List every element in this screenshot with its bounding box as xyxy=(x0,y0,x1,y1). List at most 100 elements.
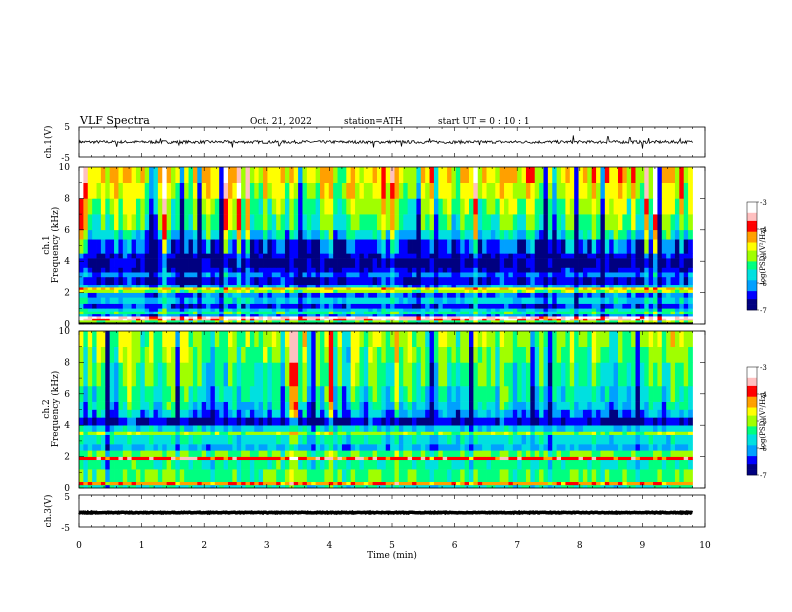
ch1-spectrogram-cell-6-124 xyxy=(622,308,628,312)
ch1-spectrogram-cell-12-2 xyxy=(87,284,93,288)
ch1-spectrogram-cell-1-121 xyxy=(609,320,614,323)
ch2-spectrogram-cell-9-20 xyxy=(166,425,172,432)
ch2-spectrogram-cell-4-106 xyxy=(543,456,549,461)
ch2-spectrogram-cell-3-97 xyxy=(504,459,509,470)
ch1-spectrogram-cell-22-137 xyxy=(679,182,685,199)
ch1-spectrogram-colorbar-swatch-24 xyxy=(747,266,757,270)
ch2-spectrogram-cell-4-110 xyxy=(561,456,566,461)
ch1-spectrogram-cell-5-67 xyxy=(372,311,378,315)
ch2-spectrogram-cell-8-104 xyxy=(534,431,540,435)
ch1-spectrogram-cell-12-101 xyxy=(521,284,527,288)
ch1-spectrogram-cell-20-26 xyxy=(192,214,198,231)
ch1-spectrogram-cell-10-20 xyxy=(166,289,172,293)
ch2-spectrogram-cell-2-106 xyxy=(543,469,549,483)
ch1-spectrogram-cell-22-89 xyxy=(469,182,474,199)
ch1-spectrogram-cell-22-108 xyxy=(552,182,558,199)
ch1-spectrogram-cell-23-117 xyxy=(591,167,597,183)
ch1-spectrogram-cell-5-87 xyxy=(460,311,466,315)
ch2-spectrogram-cell-7-112 xyxy=(569,434,575,445)
ch1-spectrogram-cell-4-66 xyxy=(368,313,373,317)
ch1-spectrogram-cell-5-10 xyxy=(122,311,128,315)
ch1-spectrogram-cell-15-93 xyxy=(486,267,492,273)
ch2-spectrogram-cell-1-73 xyxy=(398,481,404,486)
ch2-spectrogram-cell-4-47 xyxy=(284,456,290,461)
ch1-spectrogram-cell-6-56 xyxy=(324,308,330,312)
ch1-spectrogram-cell-16-103 xyxy=(530,258,536,268)
ch1-spectrogram-colorbar-swatch-27 xyxy=(747,274,757,278)
ch1-spectrogram-cell-20-54 xyxy=(315,214,321,231)
ch1-spectrogram-cell-22-87 xyxy=(460,182,466,199)
ch1-spectrogram-cell-14-28 xyxy=(201,272,207,278)
ch1-spectrogram-cell-9-63 xyxy=(355,292,360,298)
ch2-spectrogram-cell-1-82 xyxy=(438,481,444,486)
ch1-spectrogram-cell-3-28 xyxy=(201,316,207,319)
ch1-spectrogram-cell-15-3 xyxy=(92,267,97,273)
ch1-spectrogram-cell-11-99 xyxy=(512,287,518,290)
ch1-spectrogram-cell-13-80 xyxy=(429,276,435,286)
ch1-spectrogram-colorbar-swatch-5 xyxy=(747,215,757,219)
ch1-spectrogram-cell-11-91 xyxy=(477,287,483,290)
ch1-spectrogram-cell-14-113 xyxy=(574,272,579,278)
ch2-spectrogram-cell-8-39 xyxy=(249,431,255,435)
ch1-spectrogram-cell-8-127 xyxy=(635,297,641,304)
ch2-spectrogram-cell-7-13 xyxy=(135,434,141,445)
ch1-spectrogram-colorbar-label-2: -5 xyxy=(760,253,767,261)
ch1-spectrogram-cell-15-99 xyxy=(512,267,518,273)
ch1-spectrogram-cell-15-126 xyxy=(631,267,636,273)
ch1-spectrogram-cell-20-31 xyxy=(214,214,220,231)
ch2-spectrogram-cell-6-46 xyxy=(280,444,286,451)
ch1-spectrogram-cell-14-22 xyxy=(175,272,181,278)
ch2-spectrogram-cell-6-34 xyxy=(227,444,233,451)
ch1-spectrogram-cell-2-85 xyxy=(451,318,457,321)
ch1-spectrogram-cell-17-135 xyxy=(670,253,676,259)
ch1-spectrogram-cell-22-19 xyxy=(162,182,168,199)
ch1-spectrogram-cell-14-119 xyxy=(600,272,606,278)
ch1-spectrogram-cell-5-39 xyxy=(249,311,255,315)
ch2-spectrogram-cell-8-0 xyxy=(79,431,84,435)
ch1-spectrogram-cell-20-132 xyxy=(657,214,663,231)
ch1-spectrogram-cell-19-32 xyxy=(219,229,224,240)
ch1-spectrogram-cell-7-22 xyxy=(175,303,181,309)
ch2-spectrogram-cell-0-26 xyxy=(192,484,198,489)
ch1-spectrogram-cell-15-94 xyxy=(490,267,496,273)
ch1-spectrogram-cell-7-3 xyxy=(92,303,97,309)
ch1-spectrogram-cell-22-57 xyxy=(328,182,334,199)
ch2-spectrogram-cell-3-126 xyxy=(631,459,636,470)
ch1-spectrogram-cell-20-94 xyxy=(490,214,496,231)
ch1-spectrogram-cell-19-112 xyxy=(569,229,575,240)
ch2-spectrogram-cell-2-31 xyxy=(214,469,220,483)
ch1-spectrogram-cell-5-79 xyxy=(425,311,430,315)
ch2-spectrogram-cell-5-118 xyxy=(596,450,601,457)
ch1-spectrogram-cell-15-131 xyxy=(653,267,658,273)
ch1-spectrogram-cell-14-69 xyxy=(381,272,387,278)
ch1-spectrogram-cell-1-80 xyxy=(429,320,435,323)
ch1-spectrogram-cell-17-96 xyxy=(499,253,505,259)
ch1-spectrogram-cell-10-72 xyxy=(394,289,400,293)
ch1-spectrogram-cell-16-31 xyxy=(214,258,220,268)
ch1-spectrogram-cell-14-70 xyxy=(385,272,391,278)
ch1-spectrogram-cell-5-57 xyxy=(328,311,334,315)
ch1-spectrogram-cell-16-138 xyxy=(683,258,689,268)
ch1-spectrogram-cell-3-120 xyxy=(604,316,610,319)
ch1-spectrogram-cell-3-130 xyxy=(648,316,654,319)
ch2-spectrogram-cell-5-44 xyxy=(271,450,277,457)
ch1-spectrogram-cell-21-120 xyxy=(604,198,610,215)
ch1-spectrogram-cell-3-24 xyxy=(184,316,189,319)
ch1-spectrogram-cell-17-128 xyxy=(639,253,645,259)
ch1-spectrogram-cell-16-64 xyxy=(359,258,365,268)
ch1-spectrogram-cell-12-106 xyxy=(543,284,549,288)
ch1-spectrogram-cell-13-27 xyxy=(197,276,203,286)
ch2-spectrogram-cell-0-34 xyxy=(227,484,233,489)
ch1-spectrogram-cell-16-98 xyxy=(508,258,514,268)
ch1-spectrogram-cell-6-86 xyxy=(455,308,461,312)
ch1-spectrogram-cell-11-32 xyxy=(219,287,224,290)
ch1-spectrogram-cell-10-49 xyxy=(293,289,299,293)
ch1-spectrogram-cell-8-37 xyxy=(241,297,246,304)
ch1-spectrogram-cell-12-34 xyxy=(227,284,233,288)
ch2-spectrogram-cell-7-1 xyxy=(83,434,89,445)
ch1-spectrogram-cell-15-30 xyxy=(210,267,216,273)
ch1-spectrogram-cell-9-132 xyxy=(657,292,663,298)
ch1-spectrogram-cell-7-100 xyxy=(517,303,522,309)
ch1-spectrogram-cell-14-105 xyxy=(539,272,544,278)
ch2-spectrogram-cell-6-64 xyxy=(359,444,365,451)
